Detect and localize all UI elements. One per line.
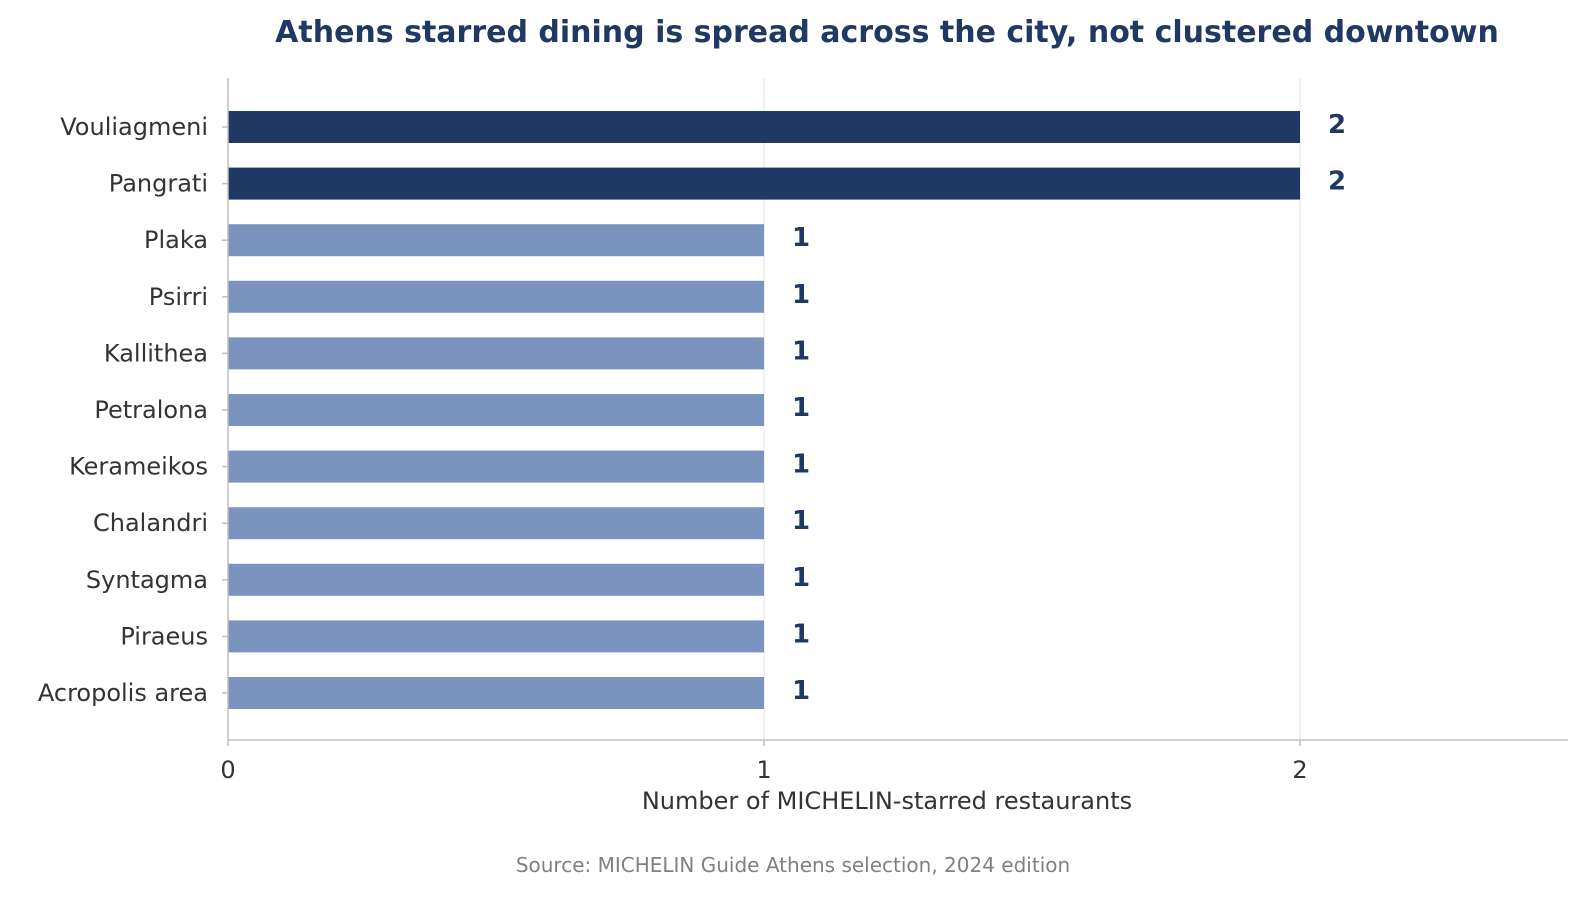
y-tick-label: Acropolis area — [38, 679, 208, 707]
axes — [227, 78, 1568, 741]
y-tick-label: Petralona — [94, 396, 208, 424]
y-tick-label: Plaka — [144, 226, 208, 254]
bar — [228, 224, 764, 257]
bar — [228, 450, 764, 483]
y-tick-label: Kallithea — [104, 339, 208, 367]
bar — [228, 620, 764, 653]
bar — [228, 394, 764, 426]
data-label: 1 — [792, 280, 810, 310]
x-tick-label: 2 — [1292, 756, 1307, 784]
y-tick-label: Chalandri — [93, 509, 208, 537]
x-axis-label: Number of MICHELIN-starred restaurants — [642, 787, 1132, 815]
data-labels: 2 2 1 1 1 1 1 1 1 1 1 — [792, 110, 1346, 706]
data-label: 1 — [792, 450, 810, 480]
y-tick-label: Pangrati — [109, 170, 208, 198]
data-label: 1 — [792, 393, 810, 423]
bar — [228, 111, 1300, 143]
bar — [228, 677, 764, 709]
y-tick-label: Vouliagmeni — [60, 113, 208, 141]
bar — [228, 280, 764, 313]
y-tick-label: Syntagma — [86, 566, 208, 594]
data-label: 1 — [792, 619, 810, 649]
bar — [228, 337, 764, 370]
x-tick-label: 0 — [220, 756, 235, 784]
data-label: 1 — [792, 223, 810, 253]
chart-title: Athens starred dining is spread across t… — [275, 15, 1499, 50]
bar — [228, 563, 764, 596]
data-label: 1 — [792, 563, 810, 593]
data-label: 1 — [792, 336, 810, 366]
y-tick-label: Piraeus — [120, 622, 208, 650]
source-note: Source: MICHELIN Guide Athens selection,… — [516, 853, 1070, 877]
data-label: 2 — [1328, 110, 1346, 140]
y-tick-label: Kerameikos — [69, 453, 208, 481]
x-tick-labels: 0 1 2 — [220, 740, 1308, 784]
data-label: 1 — [792, 676, 810, 706]
data-label: 2 — [1328, 167, 1346, 197]
x-tick-label: 1 — [756, 756, 771, 784]
y-tick-label: Psirri — [149, 283, 208, 311]
bar — [228, 167, 1300, 200]
y-tick-labels: Vouliagmeni Pangrati Plaka Psirri Kallithea P… — [38, 113, 228, 707]
bars — [228, 111, 1300, 709]
data-label: 1 — [792, 506, 810, 536]
bar — [228, 507, 764, 540]
